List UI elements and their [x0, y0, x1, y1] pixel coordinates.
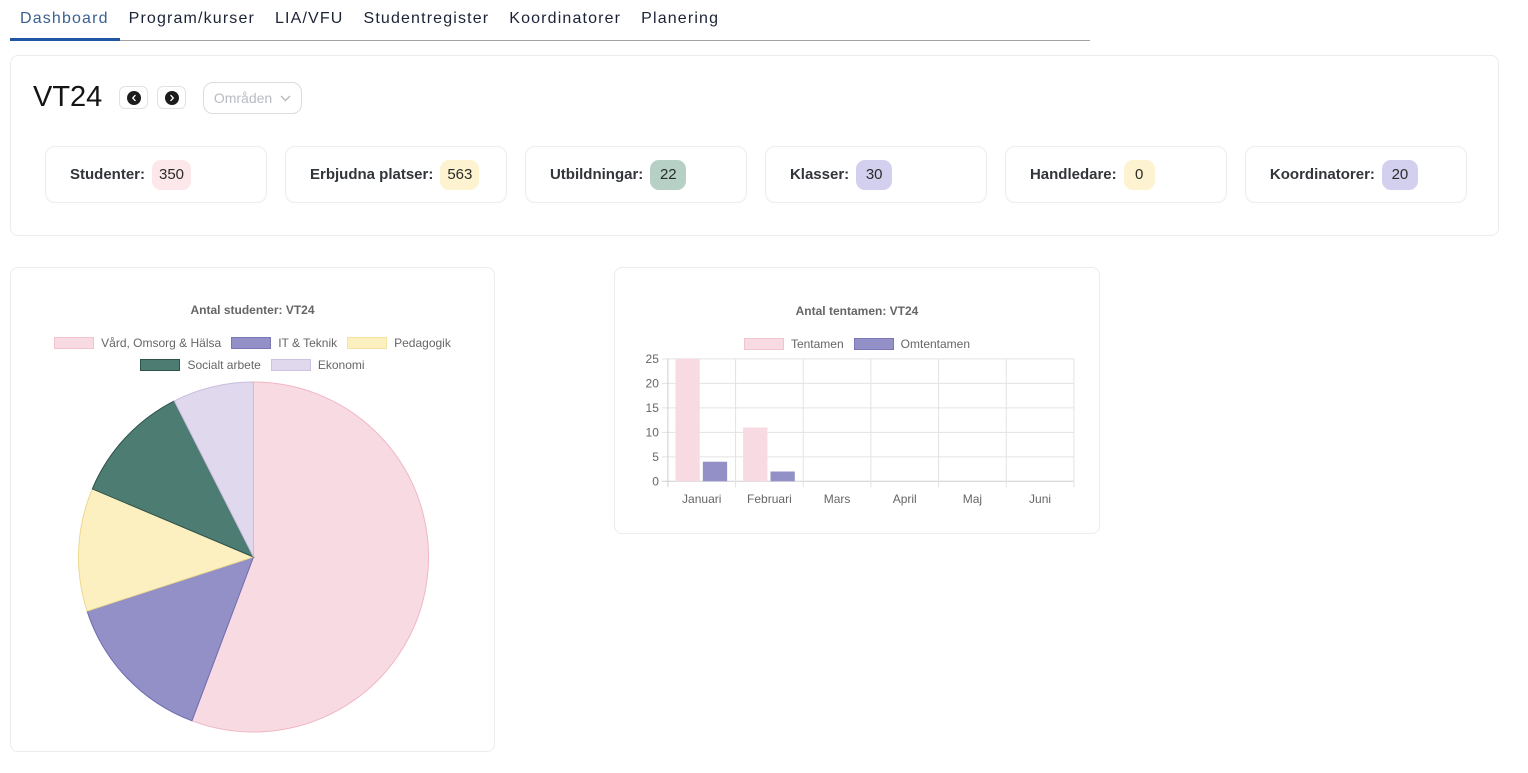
svg-text:15: 15 [646, 401, 660, 415]
svg-text:Juni: Juni [1029, 492, 1051, 506]
svg-text:25: 25 [646, 352, 660, 366]
svg-text:April: April [893, 492, 917, 506]
svg-text:0: 0 [652, 474, 659, 488]
svg-text:20: 20 [646, 376, 660, 390]
svg-text:Maj: Maj [963, 492, 982, 506]
svg-text:Februari: Februari [747, 492, 792, 506]
svg-text:Mars: Mars [824, 492, 851, 506]
svg-text:5: 5 [652, 450, 659, 464]
svg-text:Januari: Januari [682, 492, 721, 506]
svg-text:10: 10 [646, 425, 660, 439]
